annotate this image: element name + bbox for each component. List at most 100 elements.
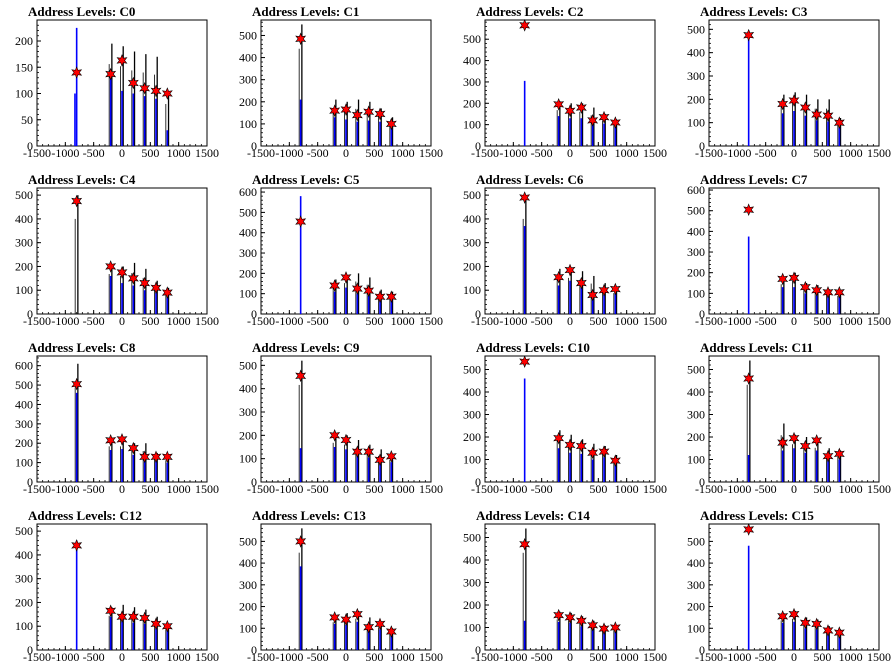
x-tick-label: 1500 (419, 650, 443, 664)
y-tick-label: 300 (15, 417, 33, 431)
peak-marker (363, 284, 375, 297)
x-tick-label: 1000 (391, 650, 415, 664)
y-tick-label: 100 (15, 87, 33, 101)
y-tick-label: 600 (15, 359, 33, 373)
chart-title: Address Levels: C1 (252, 4, 360, 19)
x-tick-label: 0 (343, 314, 349, 328)
y-tick-label: 100 (463, 621, 481, 635)
x-tick-label: 500 (589, 482, 607, 496)
chart-svg: 0 100 200 300 400 500 -1500 -1000 -500 0 500 1000 15… (239, 19, 443, 160)
x-tick-label: 1000 (391, 314, 415, 328)
y-tick-label: 200 (463, 259, 481, 273)
x-tick-label: 500 (365, 314, 383, 328)
chart-panel: 0 100 200 300 400 500 -1500 -1000 -500 0 500 1000 15… (224, 336, 448, 504)
x-tick-label: 1000 (615, 146, 639, 160)
peak-marker (150, 617, 162, 631)
peak-marker (553, 431, 565, 445)
chart-svg: 0 50 100 150 200 -1500 -1000 -500 0 500 1000 1500 (15, 19, 219, 160)
peak-marker (799, 101, 811, 114)
x-tick-label: 1500 (643, 482, 667, 496)
x-tick-label: -1000 (51, 650, 79, 664)
y-tick-label: 300 (15, 572, 33, 586)
y-tick-label: 500 (239, 28, 257, 42)
x-tick-label: -1000 (499, 650, 527, 664)
x-tick-label: 0 (119, 650, 125, 664)
y-tick-label: 0 (27, 475, 33, 489)
peak-marker (127, 272, 139, 285)
chart-svg: 0 100 200 300 400 500 -1500 -1000 -500 0 500 1000 15… (463, 187, 667, 328)
x-tick-label: 1500 (195, 650, 219, 664)
y-tick-label: 0 (27, 643, 33, 657)
x-tick-label: 0 (119, 314, 125, 328)
x-tick-label: -1000 (723, 482, 751, 496)
y-tick-label: 500 (239, 358, 257, 372)
x-tick-label: 500 (365, 482, 383, 496)
x-tick-label: -500 (531, 146, 553, 160)
peak-marker (564, 611, 576, 624)
peak-marker (575, 101, 587, 114)
chart-panel: 0 100 200 300 400 500 -1500 -1000 -500 0 500 1000 15… (672, 0, 896, 168)
chart-panel: 0 100 200 300 400 500 -1500 -1000 -500 0 500 1000 15… (448, 0, 672, 168)
x-tick-label: -500 (307, 482, 329, 496)
peak-marker (105, 434, 117, 447)
peak-marker (788, 607, 800, 621)
peak-marker (575, 439, 587, 453)
peak-marker (71, 66, 83, 79)
x-tick-label: 500 (589, 650, 607, 664)
y-tick-label: 400 (15, 548, 33, 562)
y-tick-label: 400 (463, 553, 481, 567)
x-tick-label: -500 (83, 314, 105, 328)
y-tick-label: 300 (239, 405, 257, 419)
x-tick-label: 500 (365, 146, 383, 160)
chart-svg: 0 100 200 300 400 500 -1500 -1000 -500 0 500 1000 15… (687, 355, 891, 496)
x-tick-label: -500 (307, 146, 329, 160)
y-tick-label: 500 (15, 188, 33, 202)
y-tick-label: 100 (239, 621, 257, 635)
x-tick-label: -500 (83, 650, 105, 664)
y-tick-label: 200 (15, 34, 33, 48)
chart-svg: 0 100 200 300 400 500 -1500 -1000 -500 0 500 1000 15… (239, 355, 443, 496)
x-tick-label: 500 (813, 482, 831, 496)
peak-marker (609, 282, 621, 296)
y-tick-label: 300 (239, 246, 257, 260)
y-tick-label: 200 (687, 600, 705, 614)
chart-panel: 0 100 200 300 400 500 600 -1500 -1000 -500 0 500 100… (0, 336, 224, 504)
x-tick-label: 1500 (643, 650, 667, 664)
y-tick-label: 200 (463, 598, 481, 612)
x-tick-label: -1000 (723, 146, 751, 160)
chart-panel: 0 100 200 300 400 500 600 -1500 -1000 -500 0 500 100… (224, 168, 448, 336)
x-tick-label: 500 (589, 314, 607, 328)
y-tick-label: 500 (463, 188, 481, 202)
peak-marker (609, 116, 621, 129)
x-tick-label: 500 (813, 650, 831, 664)
y-tick-label: 0 (699, 475, 705, 489)
chart-title: Address Levels: C3 (700, 4, 808, 19)
peak-marker (777, 610, 789, 623)
y-tick-label: 100 (463, 118, 481, 132)
peak-marker (598, 110, 610, 124)
chart-title: Address Levels: C5 (252, 172, 360, 187)
peak-marker (71, 194, 83, 208)
x-tick-label: -1500 (23, 146, 51, 160)
peak-marker (351, 445, 363, 458)
chart-panel: 0 100 200 300 400 500 -1500 -1000 -500 0 500 1000 15… (672, 336, 896, 504)
x-tick-label: 0 (567, 146, 573, 160)
y-tick-label: 500 (687, 204, 705, 218)
x-tick-label: -500 (531, 650, 553, 664)
y-tick-label: 500 (15, 524, 33, 538)
peak-marker (777, 436, 789, 449)
peak-marker (295, 535, 307, 548)
y-tick-label: 400 (687, 556, 705, 570)
x-tick-label: 1000 (391, 146, 415, 160)
x-tick-label: -1000 (499, 314, 527, 328)
x-tick-label: -1000 (51, 314, 79, 328)
peak-marker (127, 610, 139, 624)
x-tick-label: -1500 (247, 482, 275, 496)
x-tick-label: -1000 (499, 482, 527, 496)
peak-marker (564, 438, 576, 452)
peak-marker (374, 290, 386, 304)
peak-marker (743, 523, 755, 536)
y-tick-label: 0 (251, 139, 257, 153)
y-tick-label: 200 (15, 595, 33, 609)
chart-svg: 0 100 200 300 400 500 600 -1500 -1000 -500 0 500 100… (687, 183, 891, 328)
